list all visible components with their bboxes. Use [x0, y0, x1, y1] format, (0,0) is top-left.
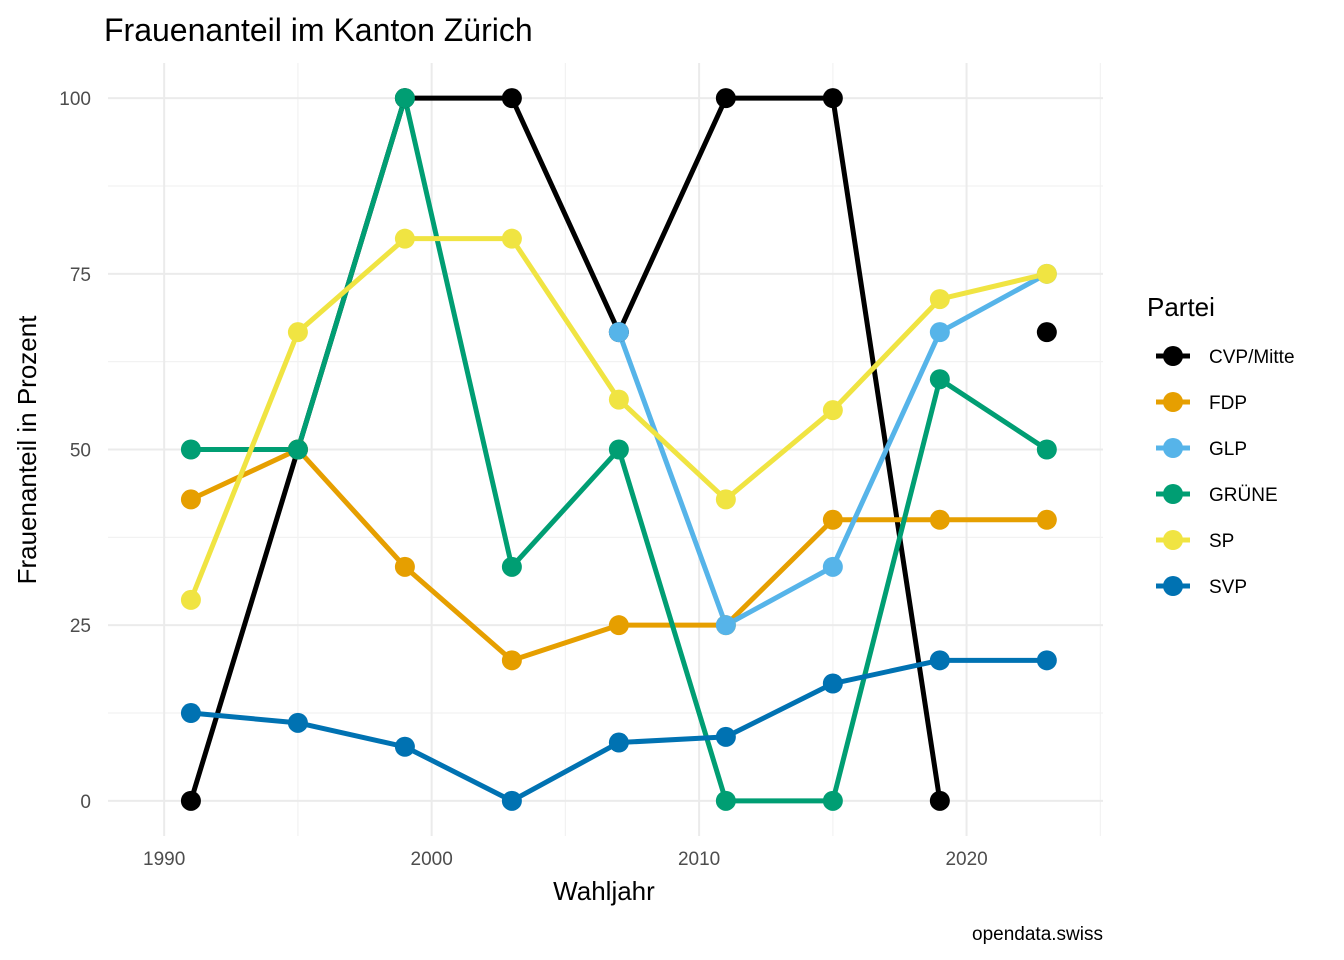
data-point-gr-ne	[394, 88, 415, 109]
data-point-svp	[715, 726, 736, 747]
data-point-glp	[715, 615, 736, 636]
legend-label: CVP/Mitte	[1209, 347, 1295, 368]
data-point-svp	[501, 790, 522, 811]
data-point-fdp	[822, 509, 843, 530]
x-tick-label: 2010	[678, 849, 720, 870]
legend-item-fdp: FDP	[1156, 392, 1247, 414]
y-axis: 0 25 50 75 100	[59, 89, 91, 813]
data-point-gr-ne	[180, 439, 201, 460]
data-point-glp	[608, 322, 629, 343]
legend: Partei CVP/Mitte FDP GLP GRÜNE SP SVP	[1147, 292, 1295, 598]
y-tick-label: 0	[80, 792, 91, 813]
legend-key-point	[1163, 392, 1183, 412]
data-point-sp	[394, 228, 415, 249]
data-point-cvp-mitte	[929, 790, 950, 811]
data-point-gr-ne	[608, 439, 629, 460]
data-point-sp	[501, 228, 522, 249]
y-tick-label: 25	[70, 616, 91, 637]
data-point-gr-ne	[1036, 439, 1057, 460]
data-point-svp	[1036, 650, 1057, 671]
data-point-sp	[608, 389, 629, 410]
legend-label: GLP	[1209, 439, 1247, 460]
data-point-gr-ne	[929, 369, 950, 390]
data-point-fdp	[501, 650, 522, 671]
legend-label: FDP	[1209, 393, 1247, 414]
chart-title: Frauenanteil im Kanton Zürich	[104, 12, 533, 48]
legend-key-point	[1163, 530, 1183, 550]
legend-item-sp: SP	[1156, 530, 1234, 552]
data-point-sp	[822, 400, 843, 421]
x-tick-label: 2000	[411, 849, 453, 870]
series-line-svp	[190, 657, 1047, 804]
data-point-gr-ne	[501, 556, 522, 577]
x-axis: 1990 2000 2010 2020	[143, 849, 988, 870]
x-axis-title: Wahljahr	[553, 876, 655, 906]
data-point-cvp-mitte	[1036, 322, 1057, 343]
data-point-svp	[287, 712, 308, 733]
data-point-gr-ne	[287, 439, 308, 460]
x-tick-label: 1990	[143, 849, 185, 870]
data-point-svp	[822, 673, 843, 694]
data-point-cvp-mitte	[715, 88, 736, 109]
legend-label: SP	[1209, 531, 1234, 552]
data-point-fdp	[1036, 509, 1057, 530]
data-point-sp	[287, 322, 308, 343]
data-point-svp	[929, 650, 950, 671]
data-point-gr-ne	[822, 790, 843, 811]
data-point-fdp	[180, 489, 201, 510]
caption: opendata.swiss	[972, 924, 1103, 945]
legend-key-point	[1163, 484, 1183, 504]
data-point-fdp	[929, 509, 950, 530]
legend-key-point	[1163, 438, 1183, 458]
data-point-sp	[715, 489, 736, 510]
data-point-cvp-mitte	[180, 790, 201, 811]
data-point-sp	[929, 289, 950, 310]
data-point-gr-ne	[715, 790, 736, 811]
series-points	[180, 88, 1057, 811]
y-axis-title: Frauenanteil in Prozent	[12, 315, 42, 585]
y-tick-label: 75	[70, 265, 91, 286]
data-point-svp	[180, 703, 201, 724]
data-point-svp	[608, 732, 629, 753]
legend-item-glp: GLP	[1156, 438, 1247, 460]
legend-title: Partei	[1147, 292, 1215, 322]
data-point-fdp	[608, 615, 629, 636]
legend-key-point	[1163, 346, 1183, 366]
data-point-cvp-mitte	[822, 88, 843, 109]
x-tick-label: 2020	[945, 849, 987, 870]
legend-item-cvp-mitte: CVP/Mitte	[1156, 346, 1295, 368]
legend-label: GRÜNE	[1209, 485, 1278, 506]
data-point-glp	[822, 556, 843, 577]
y-tick-label: 100	[59, 89, 91, 110]
y-tick-label: 50	[70, 441, 91, 462]
data-point-sp	[180, 589, 201, 610]
data-point-glp	[929, 322, 950, 343]
series-line-sp	[188, 236, 1048, 601]
legend-item-gr-ne: GRÜNE	[1156, 484, 1278, 506]
legend-key-point	[1163, 576, 1183, 596]
legend-label: SVP	[1209, 577, 1247, 598]
data-point-fdp	[394, 556, 415, 577]
legend-item-svp: SVP	[1156, 576, 1247, 598]
data-point-cvp-mitte	[501, 88, 522, 109]
data-point-svp	[394, 736, 415, 757]
data-point-sp	[1036, 263, 1057, 284]
